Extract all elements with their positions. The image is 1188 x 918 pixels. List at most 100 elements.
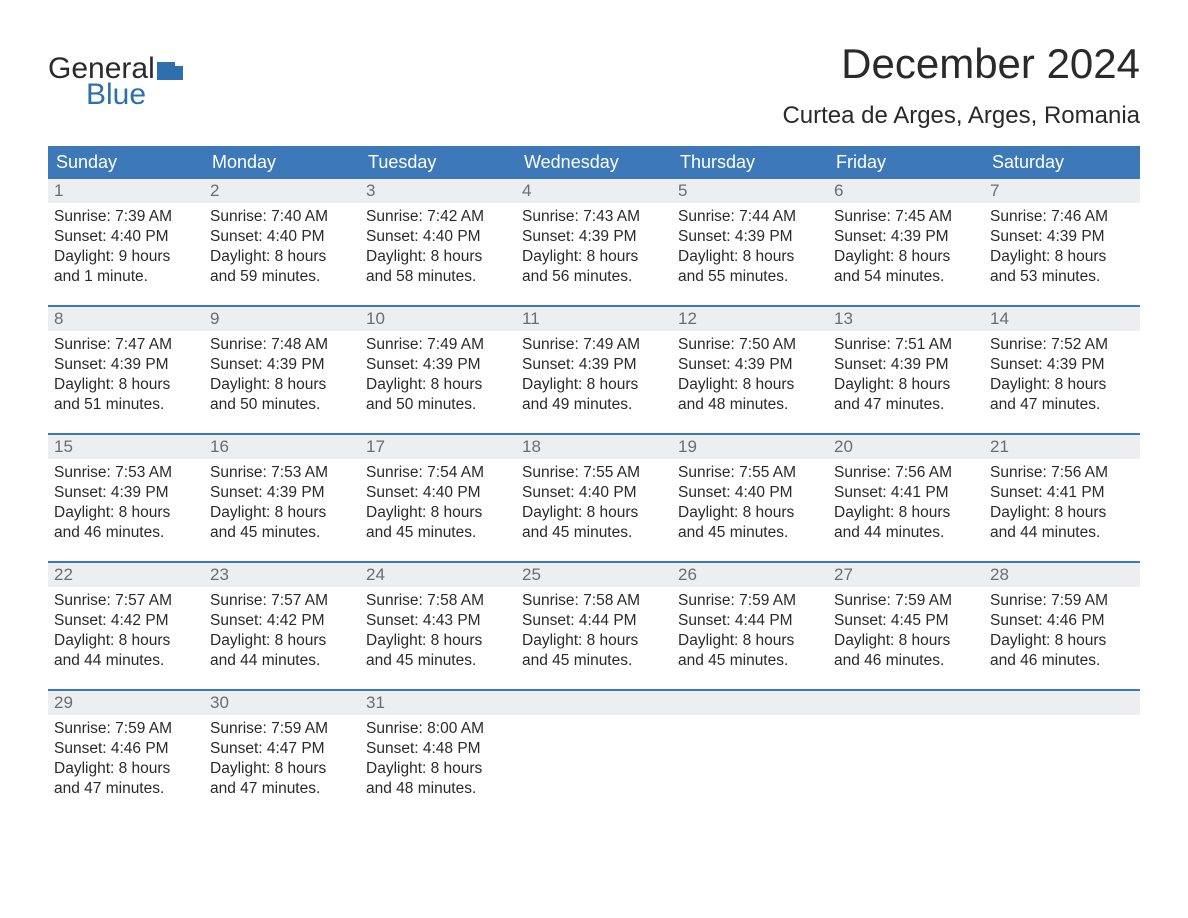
daylight-line1: Daylight: 8 hours [990,631,1134,651]
calendar-day-cell [828,691,984,817]
daylight-line1: Daylight: 8 hours [990,247,1134,267]
calendar-day-cell: 2Sunrise: 7:40 AMSunset: 4:40 PMDaylight… [204,179,360,305]
day-number: 27 [828,563,984,587]
daylight-line1: Daylight: 8 hours [210,759,354,779]
day-number: 31 [360,691,516,715]
daylight-line2: and 44 minutes. [990,523,1134,543]
day-number: 3 [360,179,516,203]
sunrise-text: Sunrise: 7:39 AM [54,207,198,227]
daylight-line1: Daylight: 8 hours [366,247,510,267]
day-number: 28 [984,563,1140,587]
day-body: Sunrise: 7:53 AMSunset: 4:39 PMDaylight:… [48,459,204,546]
sunset-text: Sunset: 4:42 PM [210,611,354,631]
sunset-text: Sunset: 4:39 PM [210,355,354,375]
daylight-line2: and 46 minutes. [54,523,198,543]
sunrise-text: Sunrise: 7:59 AM [678,591,822,611]
day-number: 16 [204,435,360,459]
daylight-line2: and 53 minutes. [990,267,1134,287]
sunrise-text: Sunrise: 7:59 AM [834,591,978,611]
day-body: Sunrise: 7:59 AMSunset: 4:47 PMDaylight:… [204,715,360,802]
calendar-day-cell: 23Sunrise: 7:57 AMSunset: 4:42 PMDayligh… [204,563,360,689]
daylight-line2: and 58 minutes. [366,267,510,287]
sunset-text: Sunset: 4:39 PM [54,483,198,503]
day-body: Sunrise: 7:59 AMSunset: 4:44 PMDaylight:… [672,587,828,674]
header: General Blue December 2024 Curtea de Arg… [48,40,1140,142]
flag-icon [157,56,183,74]
sunrise-text: Sunrise: 7:46 AM [990,207,1134,227]
day-number: 14 [984,307,1140,331]
sunrise-text: Sunrise: 7:53 AM [54,463,198,483]
calendar-day-cell [516,691,672,817]
day-body: Sunrise: 7:57 AMSunset: 4:42 PMDaylight:… [204,587,360,674]
calendar-day-cell: 21Sunrise: 7:56 AMSunset: 4:41 PMDayligh… [984,435,1140,561]
sunset-text: Sunset: 4:44 PM [522,611,666,631]
calendar-day-cell: 27Sunrise: 7:59 AMSunset: 4:45 PMDayligh… [828,563,984,689]
daylight-line1: Daylight: 8 hours [366,375,510,395]
sunset-text: Sunset: 4:39 PM [54,355,198,375]
sunset-text: Sunset: 4:40 PM [522,483,666,503]
day-number: 30 [204,691,360,715]
calendar-day-cell: 13Sunrise: 7:51 AMSunset: 4:39 PMDayligh… [828,307,984,433]
sunset-text: Sunset: 4:40 PM [366,483,510,503]
sunrise-text: Sunrise: 7:49 AM [522,335,666,355]
calendar-week: 1Sunrise: 7:39 AMSunset: 4:40 PMDaylight… [48,179,1140,305]
day-body: Sunrise: 7:40 AMSunset: 4:40 PMDaylight:… [204,203,360,290]
day-body: Sunrise: 7:39 AMSunset: 4:40 PMDaylight:… [48,203,204,290]
calendar-day-cell: 30Sunrise: 7:59 AMSunset: 4:47 PMDayligh… [204,691,360,817]
day-number: 13 [828,307,984,331]
day-body: Sunrise: 7:55 AMSunset: 4:40 PMDaylight:… [516,459,672,546]
daylight-line2: and 48 minutes. [366,779,510,799]
calendar-day-cell: 24Sunrise: 7:58 AMSunset: 4:43 PMDayligh… [360,563,516,689]
daylight-line1: Daylight: 8 hours [678,631,822,651]
weekday-label: Friday [828,146,984,179]
sunset-text: Sunset: 4:39 PM [990,355,1134,375]
sunset-text: Sunset: 4:44 PM [678,611,822,631]
calendar-day-cell: 1Sunrise: 7:39 AMSunset: 4:40 PMDaylight… [48,179,204,305]
day-body: Sunrise: 7:50 AMSunset: 4:39 PMDaylight:… [672,331,828,418]
daylight-line1: Daylight: 8 hours [522,375,666,395]
calendar-day-cell [672,691,828,817]
day-number-empty [828,691,984,715]
sunrise-text: Sunrise: 7:50 AM [678,335,822,355]
calendar-day-cell: 29Sunrise: 7:59 AMSunset: 4:46 PMDayligh… [48,691,204,817]
daylight-line2: and 46 minutes. [834,651,978,671]
calendar-day-cell: 19Sunrise: 7:55 AMSunset: 4:40 PMDayligh… [672,435,828,561]
daylight-line1: Daylight: 8 hours [834,631,978,651]
daylight-line2: and 54 minutes. [834,267,978,287]
sunset-text: Sunset: 4:39 PM [210,483,354,503]
calendar-day-cell: 14Sunrise: 7:52 AMSunset: 4:39 PMDayligh… [984,307,1140,433]
day-body: Sunrise: 7:49 AMSunset: 4:39 PMDaylight:… [516,331,672,418]
sunrise-text: Sunrise: 7:57 AM [54,591,198,611]
day-number: 12 [672,307,828,331]
calendar: Sunday Monday Tuesday Wednesday Thursday… [48,146,1140,817]
month-title: December 2024 [782,40,1140,88]
day-body: Sunrise: 7:49 AMSunset: 4:39 PMDaylight:… [360,331,516,418]
calendar-day-cell: 18Sunrise: 7:55 AMSunset: 4:40 PMDayligh… [516,435,672,561]
daylight-line1: Daylight: 8 hours [54,759,198,779]
day-number-empty [516,691,672,715]
sunset-text: Sunset: 4:39 PM [678,355,822,375]
sunrise-text: Sunrise: 7:55 AM [522,463,666,483]
daylight-line2: and 50 minutes. [366,395,510,415]
daylight-line1: Daylight: 8 hours [54,631,198,651]
day-body: Sunrise: 7:56 AMSunset: 4:41 PMDaylight:… [984,459,1140,546]
calendar-day-cell [984,691,1140,817]
calendar-day-cell: 22Sunrise: 7:57 AMSunset: 4:42 PMDayligh… [48,563,204,689]
day-number: 5 [672,179,828,203]
day-body: Sunrise: 7:44 AMSunset: 4:39 PMDaylight:… [672,203,828,290]
sunrise-text: Sunrise: 7:42 AM [366,207,510,227]
sunrise-text: Sunrise: 7:58 AM [522,591,666,611]
weekday-label: Sunday [48,146,204,179]
day-number: 29 [48,691,204,715]
calendar-week: 22Sunrise: 7:57 AMSunset: 4:42 PMDayligh… [48,561,1140,689]
day-number: 1 [48,179,204,203]
daylight-line2: and 47 minutes. [210,779,354,799]
day-number: 8 [48,307,204,331]
daylight-line2: and 45 minutes. [366,523,510,543]
sunrise-text: Sunrise: 7:59 AM [990,591,1134,611]
daylight-line2: and 47 minutes. [834,395,978,415]
daylight-line2: and 49 minutes. [522,395,666,415]
daylight-line1: Daylight: 8 hours [834,247,978,267]
daylight-line1: Daylight: 8 hours [678,375,822,395]
daylight-line2: and 59 minutes. [210,267,354,287]
